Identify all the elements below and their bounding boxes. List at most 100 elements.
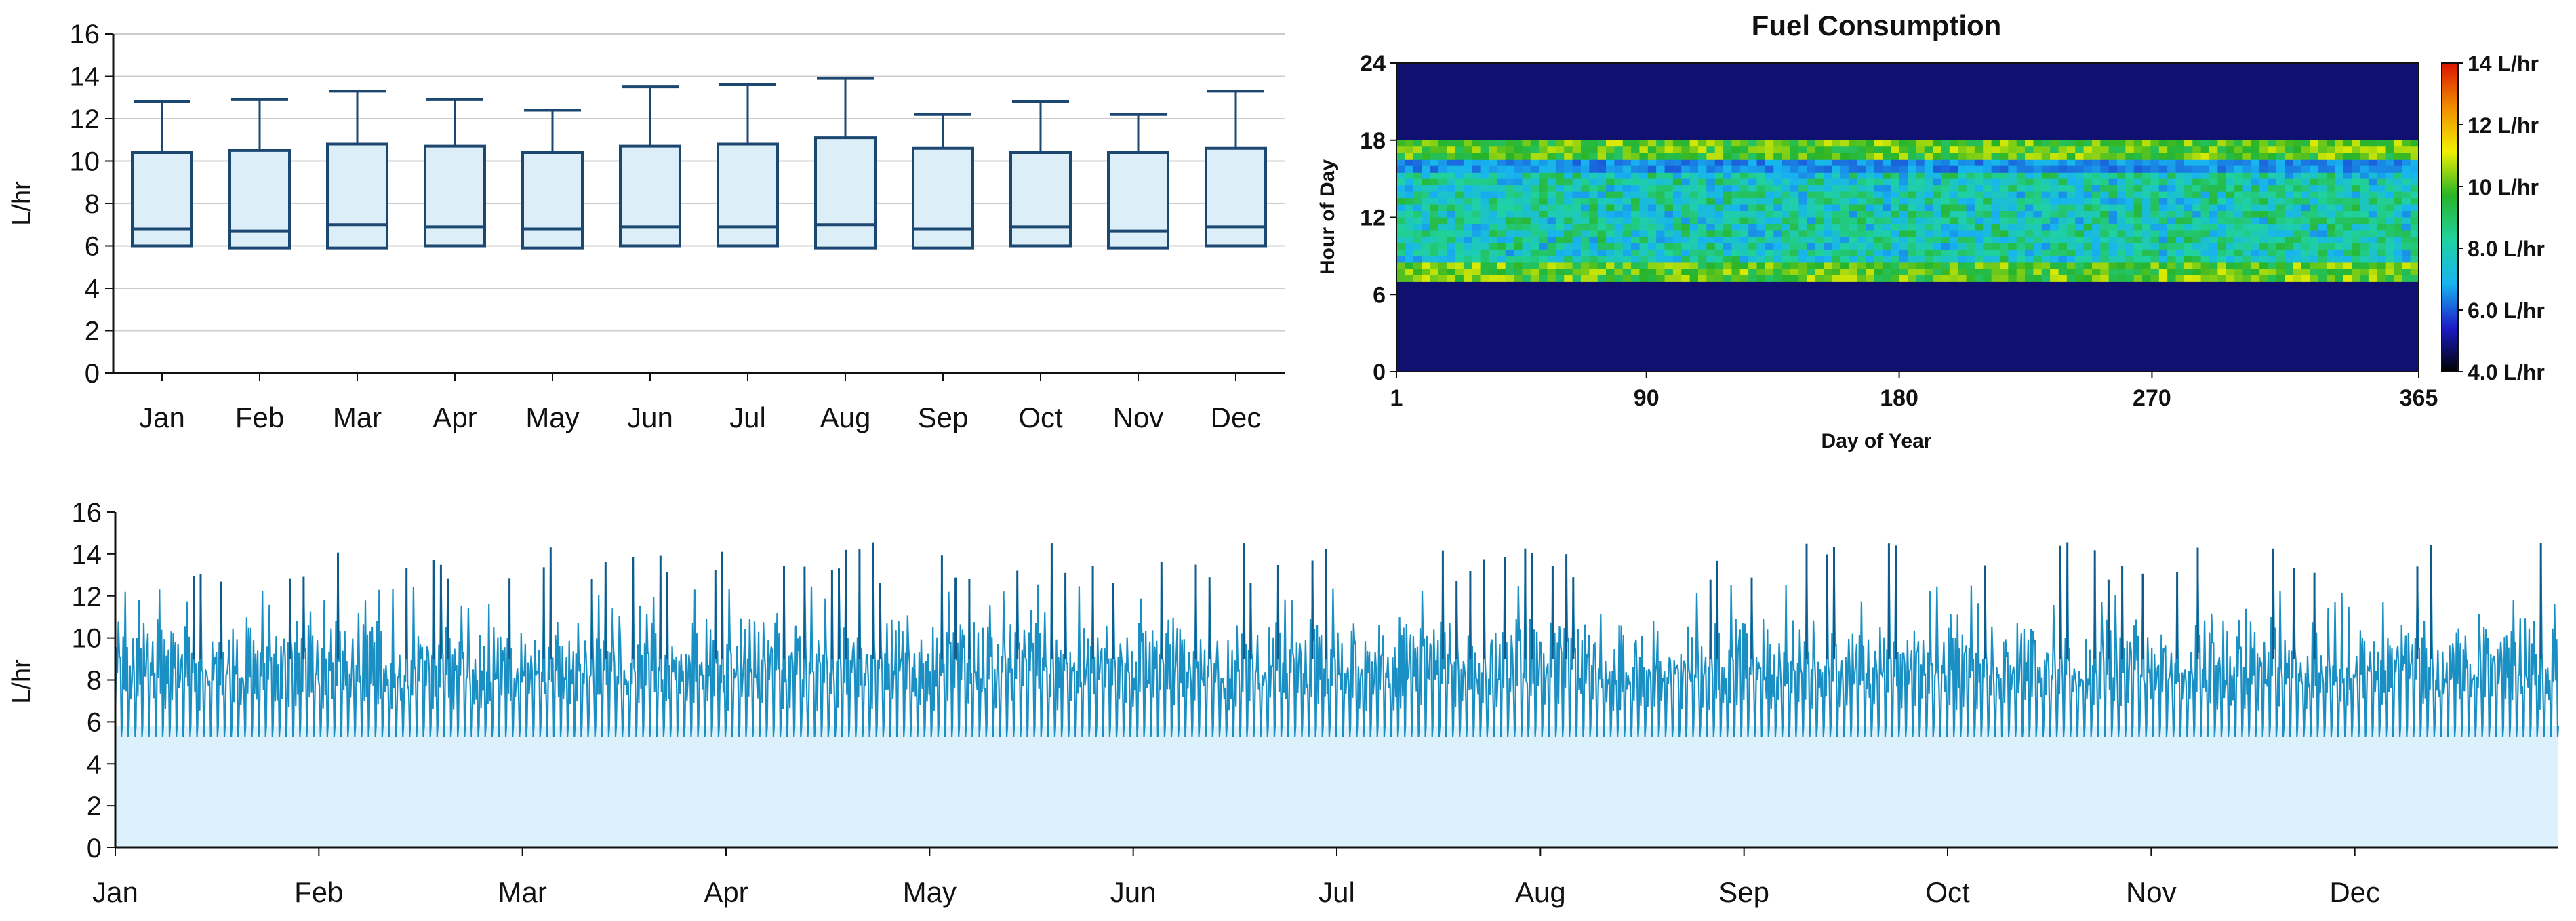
heatmap-cell [2226,140,2235,147]
heatmap-cell [2050,185,2059,193]
heatmap-cell [2318,172,2327,180]
heatmap-cell [2117,256,2126,263]
heatmap-cell [1731,211,1741,218]
heatmap-cell [1505,172,1514,180]
heatmap-cell [1505,140,1514,147]
heatmap-cell [2377,185,2386,193]
time-series-y-tick-label: 10 [72,624,102,654]
heatmap-cell [1697,223,1707,231]
heatmap-cell [1413,185,1422,193]
heatmap-cell [1815,275,1824,282]
heatmap-cell [1966,249,1975,256]
heatmap-cell [1706,256,1716,263]
heatmap-cell [1530,172,1539,180]
heatmap-cell [1840,217,1850,224]
heatmap-cell [2410,140,2419,147]
heatmap-cell [2385,153,2394,160]
time-series-x-tick-label: Jul [1319,876,1355,908]
heatmap-cell [2133,269,2143,276]
heatmap-cell [1723,262,1733,269]
heatmap-cell [1580,185,1590,193]
heatmap-cell [2335,236,2344,244]
heatmap-cell [2133,165,2143,173]
heatmap-cell [2352,256,2361,263]
heatmap-cell [2368,172,2377,180]
heatmap-cell [2352,236,2361,244]
heatmap-cell [1631,230,1641,237]
heatmap-cell [1824,262,1833,269]
heatmap-cell [2251,269,2260,276]
heatmap-cell [1748,269,1758,276]
heatmap-cell [1857,198,1866,205]
heatmap-cell [1438,204,1447,212]
heatmap-cell [1497,230,1506,237]
heatmap-cell [2217,172,2227,180]
heatmap-cell [1614,146,1624,154]
heatmap-cell [1790,165,1799,173]
heatmap-cell [2310,275,2319,282]
heatmap-cell [2410,198,2419,205]
heatmap-cell [1597,243,1607,250]
heatmap-cell [1773,230,1783,237]
heatmap-cell [2251,172,2260,180]
heatmap-cell [2058,217,2068,224]
heatmap-cell [1941,262,1950,269]
heatmap-cell [2402,230,2411,237]
heatmap-cell [1807,211,1816,218]
heatmap-cell [1505,269,1514,276]
heatmap-cell [1999,236,2009,244]
heatmap-cell [2083,165,2093,173]
heatmap-cell [1539,165,1548,173]
heatmap-cell [1849,204,1858,212]
heatmap-cell [1857,211,1866,218]
heatmap-cell [1748,243,1758,250]
heatmap-cell [1656,146,1666,154]
heatmap-cell [2377,159,2386,167]
heatmap-cell [2167,204,2177,212]
heatmap-cell [1639,269,1649,276]
heatmap-cell [1991,172,2000,180]
heatmap-cell [2083,236,2093,244]
heatmap-cell [1949,249,1958,256]
heatmap-cell [2075,140,2085,147]
heatmap-cell [1672,211,1682,218]
heatmap-cell [2251,262,2260,269]
heatmap-cell [1706,249,1716,256]
heatmap-cell [1488,275,1497,282]
time-series-y-tick-label: 6 [87,707,102,737]
heatmap-cell [1731,198,1741,205]
heatmap-cell [1999,249,2009,256]
heatmap-cell [2041,256,2051,263]
heatmap-cell [2183,191,2193,199]
heatmap-cell [1522,178,1531,186]
heatmap-cell [1782,243,1791,250]
heatmap-cell [1597,217,1607,224]
heatmap-cell [2285,275,2294,282]
heatmap-cell [1916,236,1925,244]
heatmap-cell [1983,178,1992,186]
heatmap-cell [1564,153,1573,160]
heatmap-cell [2075,243,2085,250]
heatmap-cell [1832,165,1841,173]
heatmap-cell [1723,211,1733,218]
heatmap-cell [2033,165,2042,173]
heatmap-cell [1589,204,1598,212]
heatmap-cell [1422,146,1431,154]
heatmap-cell [1572,243,1582,250]
time-series-y-tick-label: 12 [72,582,102,612]
heatmap-cell [2234,165,2244,173]
heatmap-cell [2368,211,2377,218]
heatmap-cell [1672,230,1682,237]
box-plot-x-tick-label: Jan [139,401,185,433]
heatmap-cell [2066,185,2076,193]
heatmap-cell [2259,140,2269,147]
heatmap-cell [2008,146,2017,154]
heatmap-cell [2175,159,2185,167]
heatmap-cell [2402,146,2411,154]
heatmap-cell [2368,249,2377,256]
heatmap-cell [1622,153,1632,160]
heatmap-cell [2150,153,2160,160]
heatmap-cell [1472,269,1481,276]
heatmap-cell [1983,211,1992,218]
